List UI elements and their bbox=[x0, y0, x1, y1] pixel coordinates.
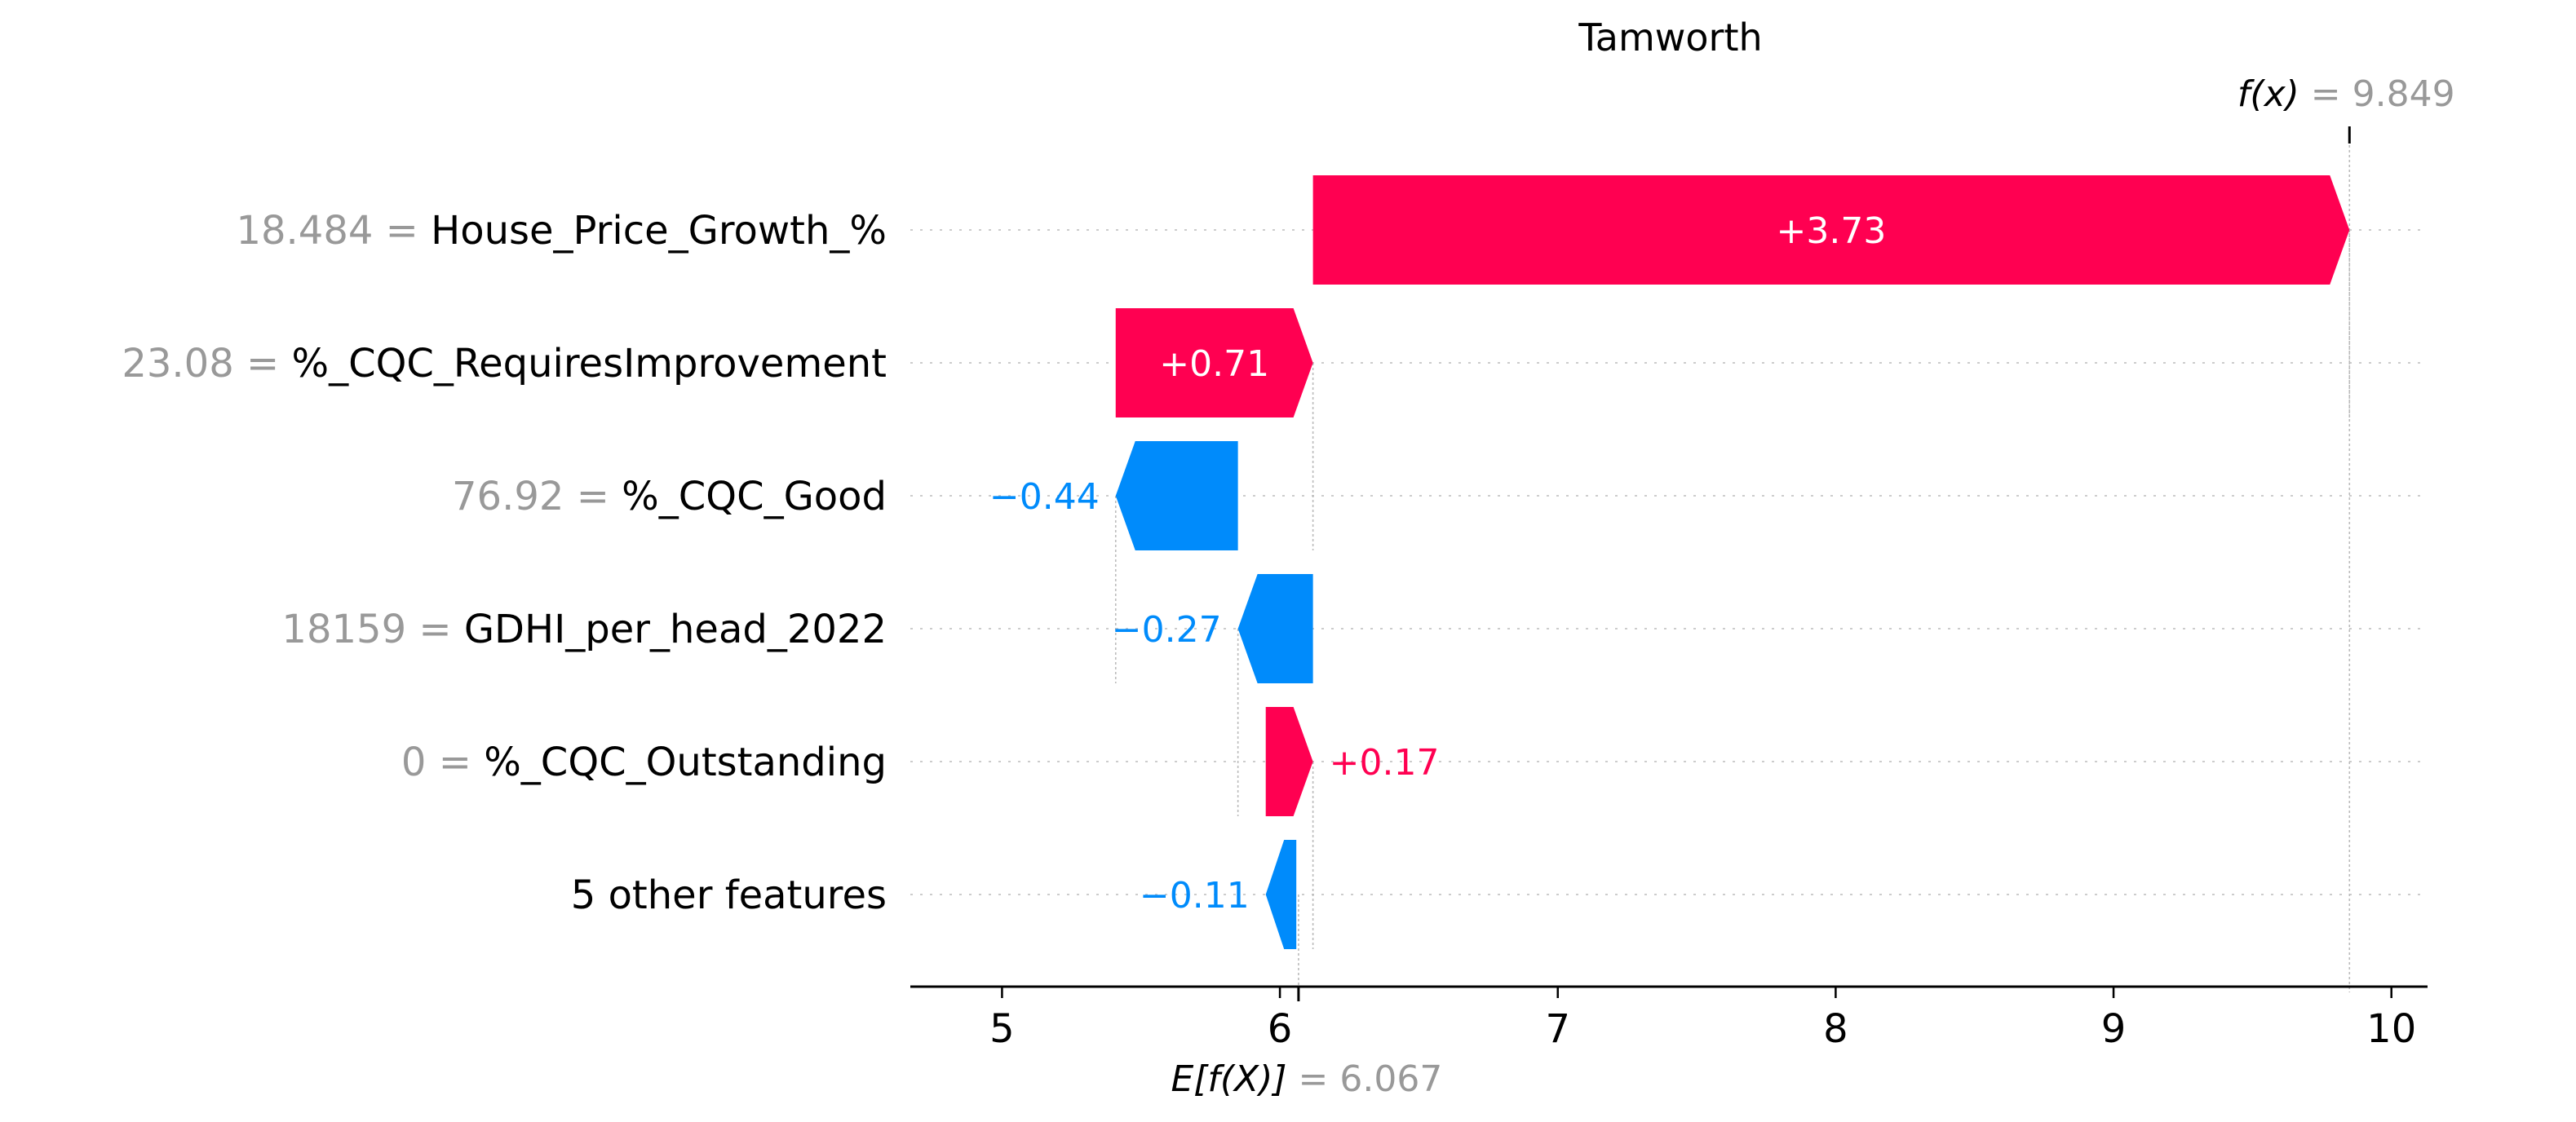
x-tick-label: 9 bbox=[2101, 1006, 2127, 1052]
feature-name: %_CQC_Outstanding bbox=[484, 740, 887, 785]
feature-value: 0 = bbox=[401, 740, 484, 785]
feature-label: 18159 = GDHI_per_head_2022 bbox=[281, 607, 887, 652]
feature-value: 76.92 = bbox=[452, 474, 622, 519]
output-label-prefix: f(x) bbox=[2237, 73, 2299, 115]
feature-label: 23.08 = %_CQC_RequiresImprovement bbox=[122, 341, 887, 387]
contribution-bar bbox=[1265, 840, 1297, 949]
feature-name: GDHI_per_head_2022 bbox=[464, 607, 887, 652]
contribution-label: +0.71 bbox=[1159, 343, 1269, 385]
feature-name: %_CQC_Good bbox=[622, 474, 887, 519]
contribution-bar bbox=[1237, 574, 1313, 683]
feature-name: %_CQC_RequiresImprovement bbox=[292, 341, 887, 387]
contribution-label: +0.17 bbox=[1330, 742, 1440, 784]
x-tick-label: 10 bbox=[2366, 1006, 2416, 1052]
contribution-bar bbox=[1312, 175, 2350, 285]
x-tick-label: 7 bbox=[1545, 1006, 1570, 1052]
contribution-label: −0.27 bbox=[1112, 609, 1222, 651]
contribution-bar bbox=[1115, 441, 1238, 550]
feature-value: 18.484 = bbox=[236, 208, 431, 254]
contribution-label: −0.11 bbox=[1140, 875, 1250, 917]
value-annotations: f(x) = 9.849 E[f(X)] = 6.067 bbox=[1171, 73, 2454, 1100]
x-tick-label: 5 bbox=[989, 1006, 1015, 1052]
contribution-label: −0.44 bbox=[989, 476, 1100, 518]
base-value: = 6.067 bbox=[1287, 1058, 1443, 1100]
feature-name: 5 other features bbox=[571, 872, 887, 918]
contribution-bar bbox=[1115, 308, 1313, 417]
base-label-prefix: E[f(X)] bbox=[1171, 1058, 1286, 1100]
contribution-label: +3.73 bbox=[1777, 210, 1887, 252]
feature-value: 18159 = bbox=[281, 607, 463, 652]
contribution-bar bbox=[1265, 707, 1313, 816]
contribution-bars: +3.73 +0.71 −0.44 −0.27 +0.17 −0.11 bbox=[989, 175, 2350, 949]
feature-value: 23.08 = bbox=[122, 341, 291, 387]
output-value-label: f(x) = 9.849 bbox=[2237, 73, 2455, 115]
feature-label: 76.92 = %_CQC_Good bbox=[452, 474, 887, 519]
chart-title: Tamworth bbox=[1578, 15, 1762, 60]
x-axis: 5 6 7 8 9 10 bbox=[910, 985, 2428, 1052]
base-value-label: E[f(X)] = 6.067 bbox=[1171, 1058, 1442, 1100]
x-tick-label: 6 bbox=[1268, 1006, 1293, 1052]
feature-label: 18.484 = House_Price_Growth_% bbox=[236, 208, 887, 254]
feature-label: 0 = %_CQC_Outstanding bbox=[401, 740, 887, 785]
output-value: = 9.849 bbox=[2299, 73, 2455, 115]
feature-labels: 18.484 = House_Price_Growth_% 23.08 = %_C… bbox=[122, 208, 887, 918]
feature-label: 5 other features bbox=[571, 872, 887, 918]
feature-name: House_Price_Growth_% bbox=[431, 208, 887, 254]
x-tick-label: 8 bbox=[1823, 1006, 1848, 1052]
connector-lines bbox=[1114, 140, 2351, 992]
